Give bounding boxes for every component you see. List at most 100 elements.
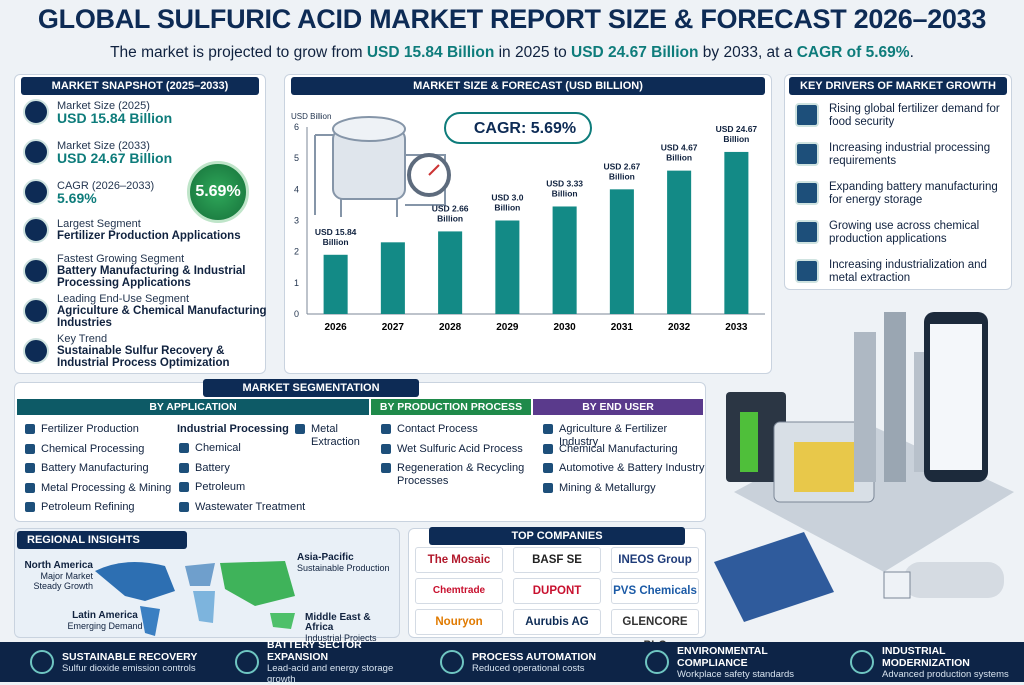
segment-item: Petroleum xyxy=(177,481,307,494)
footer-text: ENVIRONMENTAL COMPLIANCE Workplace safety… xyxy=(677,645,820,680)
x-tick-label: 2029 xyxy=(496,322,519,333)
title: GLOBAL SULFURIC ACID MARKET REPORT SIZE … xyxy=(37,4,987,34)
segment-item: Automotive & Battery Industry xyxy=(541,462,706,475)
footer-item: SUSTAINABLE RECOVERY Sulfur dioxide emiss… xyxy=(0,642,205,682)
icon xyxy=(30,650,54,674)
company-logo: BASF SE xyxy=(513,547,601,573)
segmentation-panel: MARKET SEGMENTATION BY APPLICATION BY PRO… xyxy=(14,379,706,522)
snapshot-label: Leading End-Use Segment xyxy=(57,293,190,305)
cagr-pill xyxy=(444,112,592,144)
footer-desc: Advanced production systems xyxy=(882,668,1009,680)
subtitle-part: USD 24.67 Billion xyxy=(571,44,699,61)
icon xyxy=(440,650,464,674)
footer-desc: Lead-acid and energy storage growth xyxy=(267,663,394,685)
segment-item: Fertilizer Production xyxy=(23,423,173,436)
footer-item: PROCESS AUTOMATION Reduced operational co… xyxy=(410,642,615,682)
snapshot-value: USD 24.67 Billion xyxy=(57,150,173,166)
x-tick-label: 2027 xyxy=(382,322,405,333)
icon xyxy=(23,298,49,324)
driver-item: Rising global fertilizer demand for food… xyxy=(795,103,1005,129)
snapshot-text: Largest Segment Fertilizer Production App… xyxy=(57,218,241,242)
region-name: North America xyxy=(24,560,93,571)
x-tick-label: 2028 xyxy=(439,322,462,333)
footer-text: SUSTAINABLE RECOVERY Sulfur dioxide emiss… xyxy=(62,651,197,674)
bar-label: USD 3.33 Billion xyxy=(546,178,583,198)
segment-group: Industrial Processing xyxy=(177,423,289,435)
footer-desc: Sulfur dioxide emission controls xyxy=(62,662,196,674)
subtitle-part: in 2025 to xyxy=(494,44,571,61)
y-tick-label: 3 xyxy=(294,216,299,226)
segment-item: Chemical Manufacturing xyxy=(541,443,706,456)
snapshot-value: Battery Manufacturing & Industrial Proce… xyxy=(57,265,246,289)
segment-item: Battery Manufacturing xyxy=(23,462,173,475)
plant-illustration xyxy=(714,312,1014,622)
segment-item: Chemical xyxy=(177,442,307,455)
footer-title: INDUSTRIAL MODERNIZATION xyxy=(882,644,970,669)
driver-item: Growing use across chemical production a… xyxy=(795,220,1005,246)
bar xyxy=(552,206,577,314)
region-note: Steady Growth xyxy=(33,581,93,591)
panel-heading: TOP COMPANIES xyxy=(429,527,685,545)
icon xyxy=(23,258,49,284)
subtitle-part: The market is projected to grow from xyxy=(110,44,367,61)
subtitle: The market is projected to grow from USD… xyxy=(0,44,1024,62)
bar xyxy=(495,220,520,314)
bar-label: USD 4.67 Billion xyxy=(661,143,698,163)
snapshot-value: USD 15.84 Billion xyxy=(57,110,173,126)
y-axis-label: USD Billion xyxy=(291,112,331,121)
segment-item: Metal Processing & Mining xyxy=(23,482,173,495)
x-tick-label: 2031 xyxy=(611,322,634,333)
region-note: Emerging Demand xyxy=(67,621,143,631)
x-tick-label: 2026 xyxy=(325,322,348,333)
region-note: Sustainable Production xyxy=(297,563,390,573)
region: Middle East & Africa Industrial Projects xyxy=(305,612,401,644)
companies-panel: TOP COMPANIES The Mosaic BASF SE INEOS Gro… xyxy=(408,527,706,652)
driver-text: Expanding battery manufacturing for ener… xyxy=(829,181,998,206)
snapshot-item: Leading End-Use Segment Agriculture & Che… xyxy=(23,293,273,329)
driver-text: Growing use across chemical production a… xyxy=(829,220,980,245)
icon xyxy=(850,650,874,674)
y-tick-label: 2 xyxy=(294,247,299,257)
footer-title: ENVIRONMENTAL COMPLIANCE xyxy=(677,644,768,669)
snapshot-item: Fastest Growing Segment Battery Manufactu… xyxy=(23,253,273,289)
snapshot-label: Market Size (2025) xyxy=(57,100,150,112)
snapshot-label: CAGR (2026–2033) xyxy=(57,180,155,192)
segment-heading: BY END USER xyxy=(533,399,703,415)
y-tick-label: 0 xyxy=(294,309,299,319)
footer-text: INDUSTRIAL MODERNIZATION Advanced product… xyxy=(882,645,1024,680)
drivers-panel: KEY DRIVERS OF MARKET GROWTH Rising glob… xyxy=(784,74,1012,290)
footer-title: SUSTAINABLE RECOVERY xyxy=(62,650,198,663)
snapshot-value: Agriculture & Chemical Manufacturing Ind… xyxy=(57,305,267,329)
icon xyxy=(23,217,49,243)
footer-item: ENVIRONMENTAL COMPLIANCE Workplace safety… xyxy=(615,642,820,682)
driver-item: Expanding battery manufacturing for ener… xyxy=(795,181,1005,207)
icon xyxy=(645,650,669,674)
bar xyxy=(323,254,348,314)
driver-text: Rising global fertilizer demand for food… xyxy=(829,103,1000,128)
snapshot-text: Fastest Growing Segment Battery Manufactu… xyxy=(57,253,273,289)
y-tick-label: 4 xyxy=(294,184,299,194)
snapshot-text: Leading End-Use Segment Agriculture & Che… xyxy=(57,293,273,329)
world-map xyxy=(95,561,295,636)
region-note: Industrial Projects xyxy=(305,633,377,643)
snapshot-value: Sustainable Sulfur Recovery & Industrial… xyxy=(57,345,230,369)
region-name: Middle East & Africa xyxy=(305,612,371,633)
driver-text: Increasing industrialization and metal e… xyxy=(829,259,987,284)
region: North America Major Market Steady Growth xyxy=(23,560,93,592)
region-note: Major Market xyxy=(40,571,93,581)
icon xyxy=(795,181,819,205)
bar-label: USD 3.0 Billion xyxy=(491,193,523,213)
snapshot-label: Market Size (2033) xyxy=(57,140,150,152)
company-logo: INEOS Group xyxy=(611,547,699,573)
y-tick-label: 5 xyxy=(294,153,299,163)
cagr-badge: 5.69% xyxy=(187,161,249,223)
icon xyxy=(795,259,819,283)
region: Asia-Pacific Sustainable Production xyxy=(297,553,397,574)
segment-heading: BY APPLICATION xyxy=(17,399,369,415)
icon xyxy=(23,139,49,165)
bar xyxy=(609,189,634,314)
company-logo: DUPONT xyxy=(513,578,601,604)
bar xyxy=(380,242,405,314)
icon xyxy=(23,179,49,205)
